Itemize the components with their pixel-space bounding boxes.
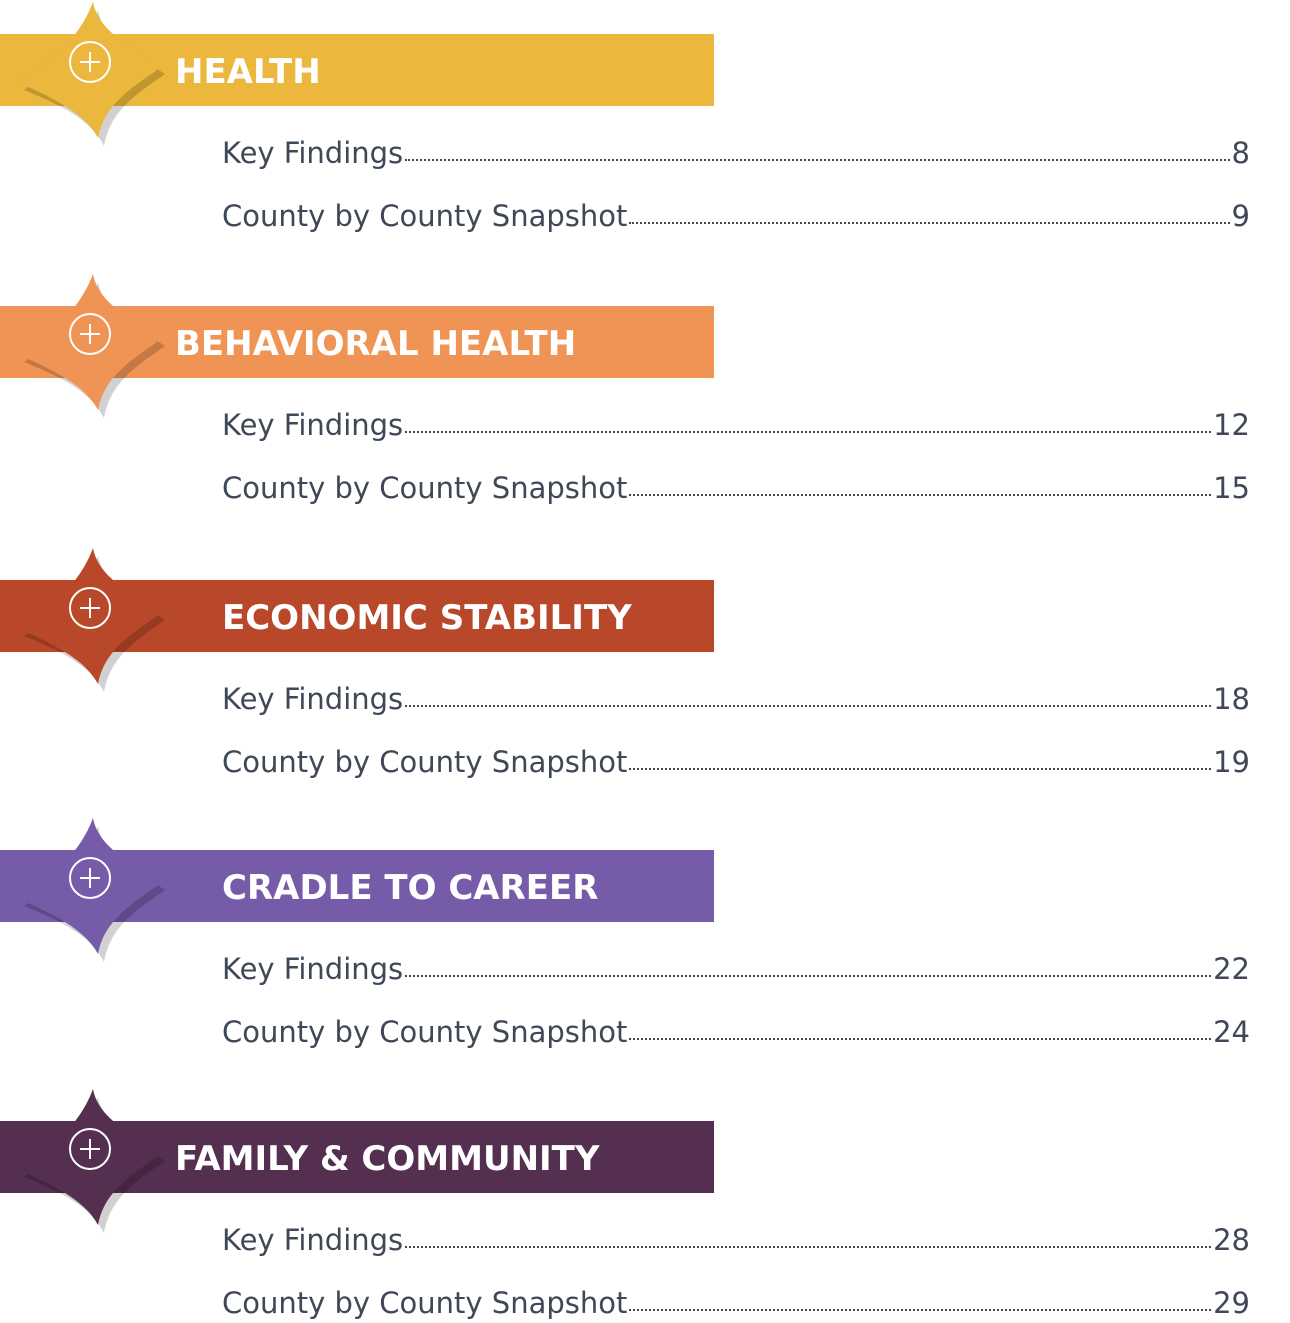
page-number: 9	[1231, 199, 1250, 233]
toc-entry: County by County Snapshot 19	[222, 739, 1250, 779]
page-number: 28	[1213, 1223, 1250, 1257]
entry-label: County by County Snapshot	[222, 199, 628, 233]
section-title: BEHAVIORAL HEALTH	[175, 324, 577, 364]
toc-section: BEHAVIORAL HEALTH Key Findings 12 County by…	[0, 272, 1290, 542]
entry-label: Key Findings	[222, 1223, 404, 1257]
section-title: HEALTH	[175, 52, 321, 92]
page-number: 24	[1213, 1015, 1250, 1049]
toc-entry: Key Findings 28	[222, 1217, 1250, 1257]
section-icon	[18, 548, 165, 692]
toc-entry: County by County Snapshot 15	[222, 465, 1250, 505]
toc-entry: County by County Snapshot 29	[222, 1280, 1250, 1320]
entry-label: Key Findings	[222, 136, 404, 170]
entry-label: County by County Snapshot	[222, 1286, 628, 1320]
dot-leader	[405, 975, 1212, 977]
entry-label: County by County Snapshot	[222, 471, 628, 505]
section-title: CRADLE TO CAREER	[222, 868, 599, 908]
dot-leader	[629, 494, 1212, 496]
section-title: ECONOMIC STABILITY	[222, 598, 632, 638]
dot-leader	[405, 431, 1212, 433]
dot-leader	[405, 705, 1212, 707]
page-number: 19	[1213, 745, 1250, 779]
toc-entry: County by County Snapshot 24	[222, 1009, 1250, 1049]
entry-label: Key Findings	[222, 408, 404, 442]
toc-section: ECONOMIC STABILITY Key Findings 18 County b…	[0, 546, 1290, 816]
toc-section: HEALTH Key Findings 8 County by County Snap…	[0, 0, 1290, 270]
entry-label: Key Findings	[222, 682, 404, 716]
page-number: 29	[1213, 1286, 1250, 1320]
page-number: 22	[1213, 952, 1250, 986]
dot-leader	[405, 1246, 1212, 1248]
toc-entry: Key Findings 22	[222, 946, 1250, 986]
section-icon	[18, 1089, 165, 1233]
section-icon	[18, 2, 165, 146]
section-icon	[18, 274, 165, 418]
page-number: 8	[1231, 136, 1250, 170]
toc-entry: Key Findings 18	[222, 676, 1250, 716]
dot-leader	[629, 222, 1230, 224]
toc-section: CRADLE TO CAREER Key Findings 22 County by …	[0, 816, 1290, 1086]
dot-leader	[629, 768, 1212, 770]
page-number: 15	[1213, 471, 1250, 505]
page-number: 18	[1213, 682, 1250, 716]
toc-entry: Key Findings 8	[222, 130, 1250, 170]
toc-entry: County by County Snapshot 9	[222, 193, 1250, 233]
entry-label: Key Findings	[222, 952, 404, 986]
entry-label: County by County Snapshot	[222, 1015, 628, 1049]
section-icon	[18, 818, 165, 962]
page-number: 12	[1213, 408, 1250, 442]
dot-leader	[629, 1038, 1212, 1040]
section-title: FAMILY & COMMUNITY	[175, 1139, 600, 1179]
toc-section: FAMILY & COMMUNITY Key Findings 28 County b…	[0, 1087, 1290, 1323]
entry-label: County by County Snapshot	[222, 745, 628, 779]
toc-entry: Key Findings 12	[222, 402, 1250, 442]
dot-leader	[405, 159, 1230, 161]
dot-leader	[629, 1309, 1212, 1311]
